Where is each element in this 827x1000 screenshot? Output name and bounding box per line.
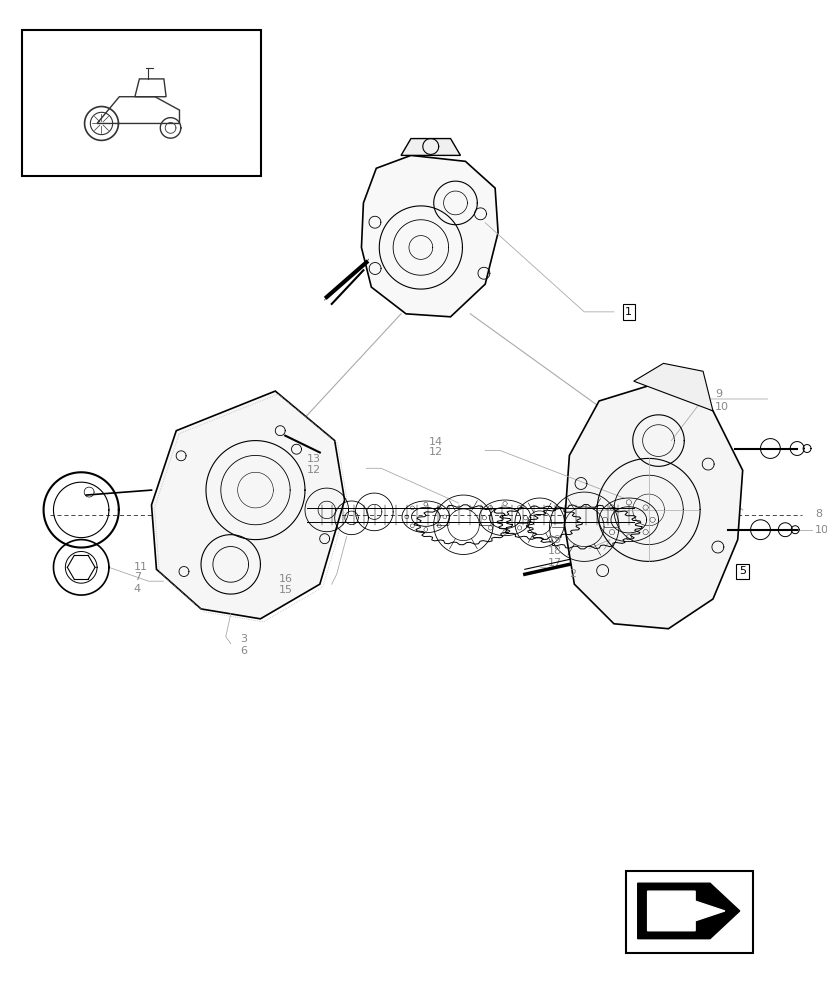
Polygon shape bbox=[759, 439, 779, 458]
Polygon shape bbox=[361, 155, 498, 317]
Polygon shape bbox=[637, 883, 739, 939]
Text: 15: 15 bbox=[279, 585, 293, 595]
Polygon shape bbox=[750, 520, 769, 540]
Text: 19: 19 bbox=[547, 535, 561, 545]
Text: 10: 10 bbox=[814, 525, 827, 535]
Text: 3: 3 bbox=[241, 634, 247, 644]
Text: 10: 10 bbox=[714, 402, 728, 412]
Polygon shape bbox=[633, 363, 712, 411]
Text: 7: 7 bbox=[133, 572, 141, 582]
Text: 13: 13 bbox=[307, 454, 321, 464]
Text: 16: 16 bbox=[279, 574, 293, 584]
Text: 18: 18 bbox=[547, 546, 561, 556]
Text: 2: 2 bbox=[569, 569, 576, 579]
Bar bbox=[625, 871, 752, 953]
Polygon shape bbox=[564, 381, 742, 629]
Text: 9: 9 bbox=[714, 389, 721, 399]
Text: 1: 1 bbox=[624, 307, 632, 317]
Text: 6: 6 bbox=[241, 646, 247, 656]
Text: 12: 12 bbox=[428, 447, 442, 457]
Text: 11: 11 bbox=[133, 562, 147, 572]
Text: 12: 12 bbox=[307, 465, 321, 475]
Polygon shape bbox=[151, 391, 344, 619]
Text: 14: 14 bbox=[428, 437, 442, 447]
Text: 8: 8 bbox=[814, 509, 821, 519]
Polygon shape bbox=[647, 891, 724, 931]
Text: 5: 5 bbox=[739, 566, 745, 576]
Text: 4: 4 bbox=[133, 584, 141, 594]
Bar bbox=[22, 30, 261, 176]
Polygon shape bbox=[400, 139, 460, 155]
Polygon shape bbox=[777, 523, 791, 537]
Polygon shape bbox=[789, 442, 803, 455]
Text: 17: 17 bbox=[547, 558, 561, 568]
